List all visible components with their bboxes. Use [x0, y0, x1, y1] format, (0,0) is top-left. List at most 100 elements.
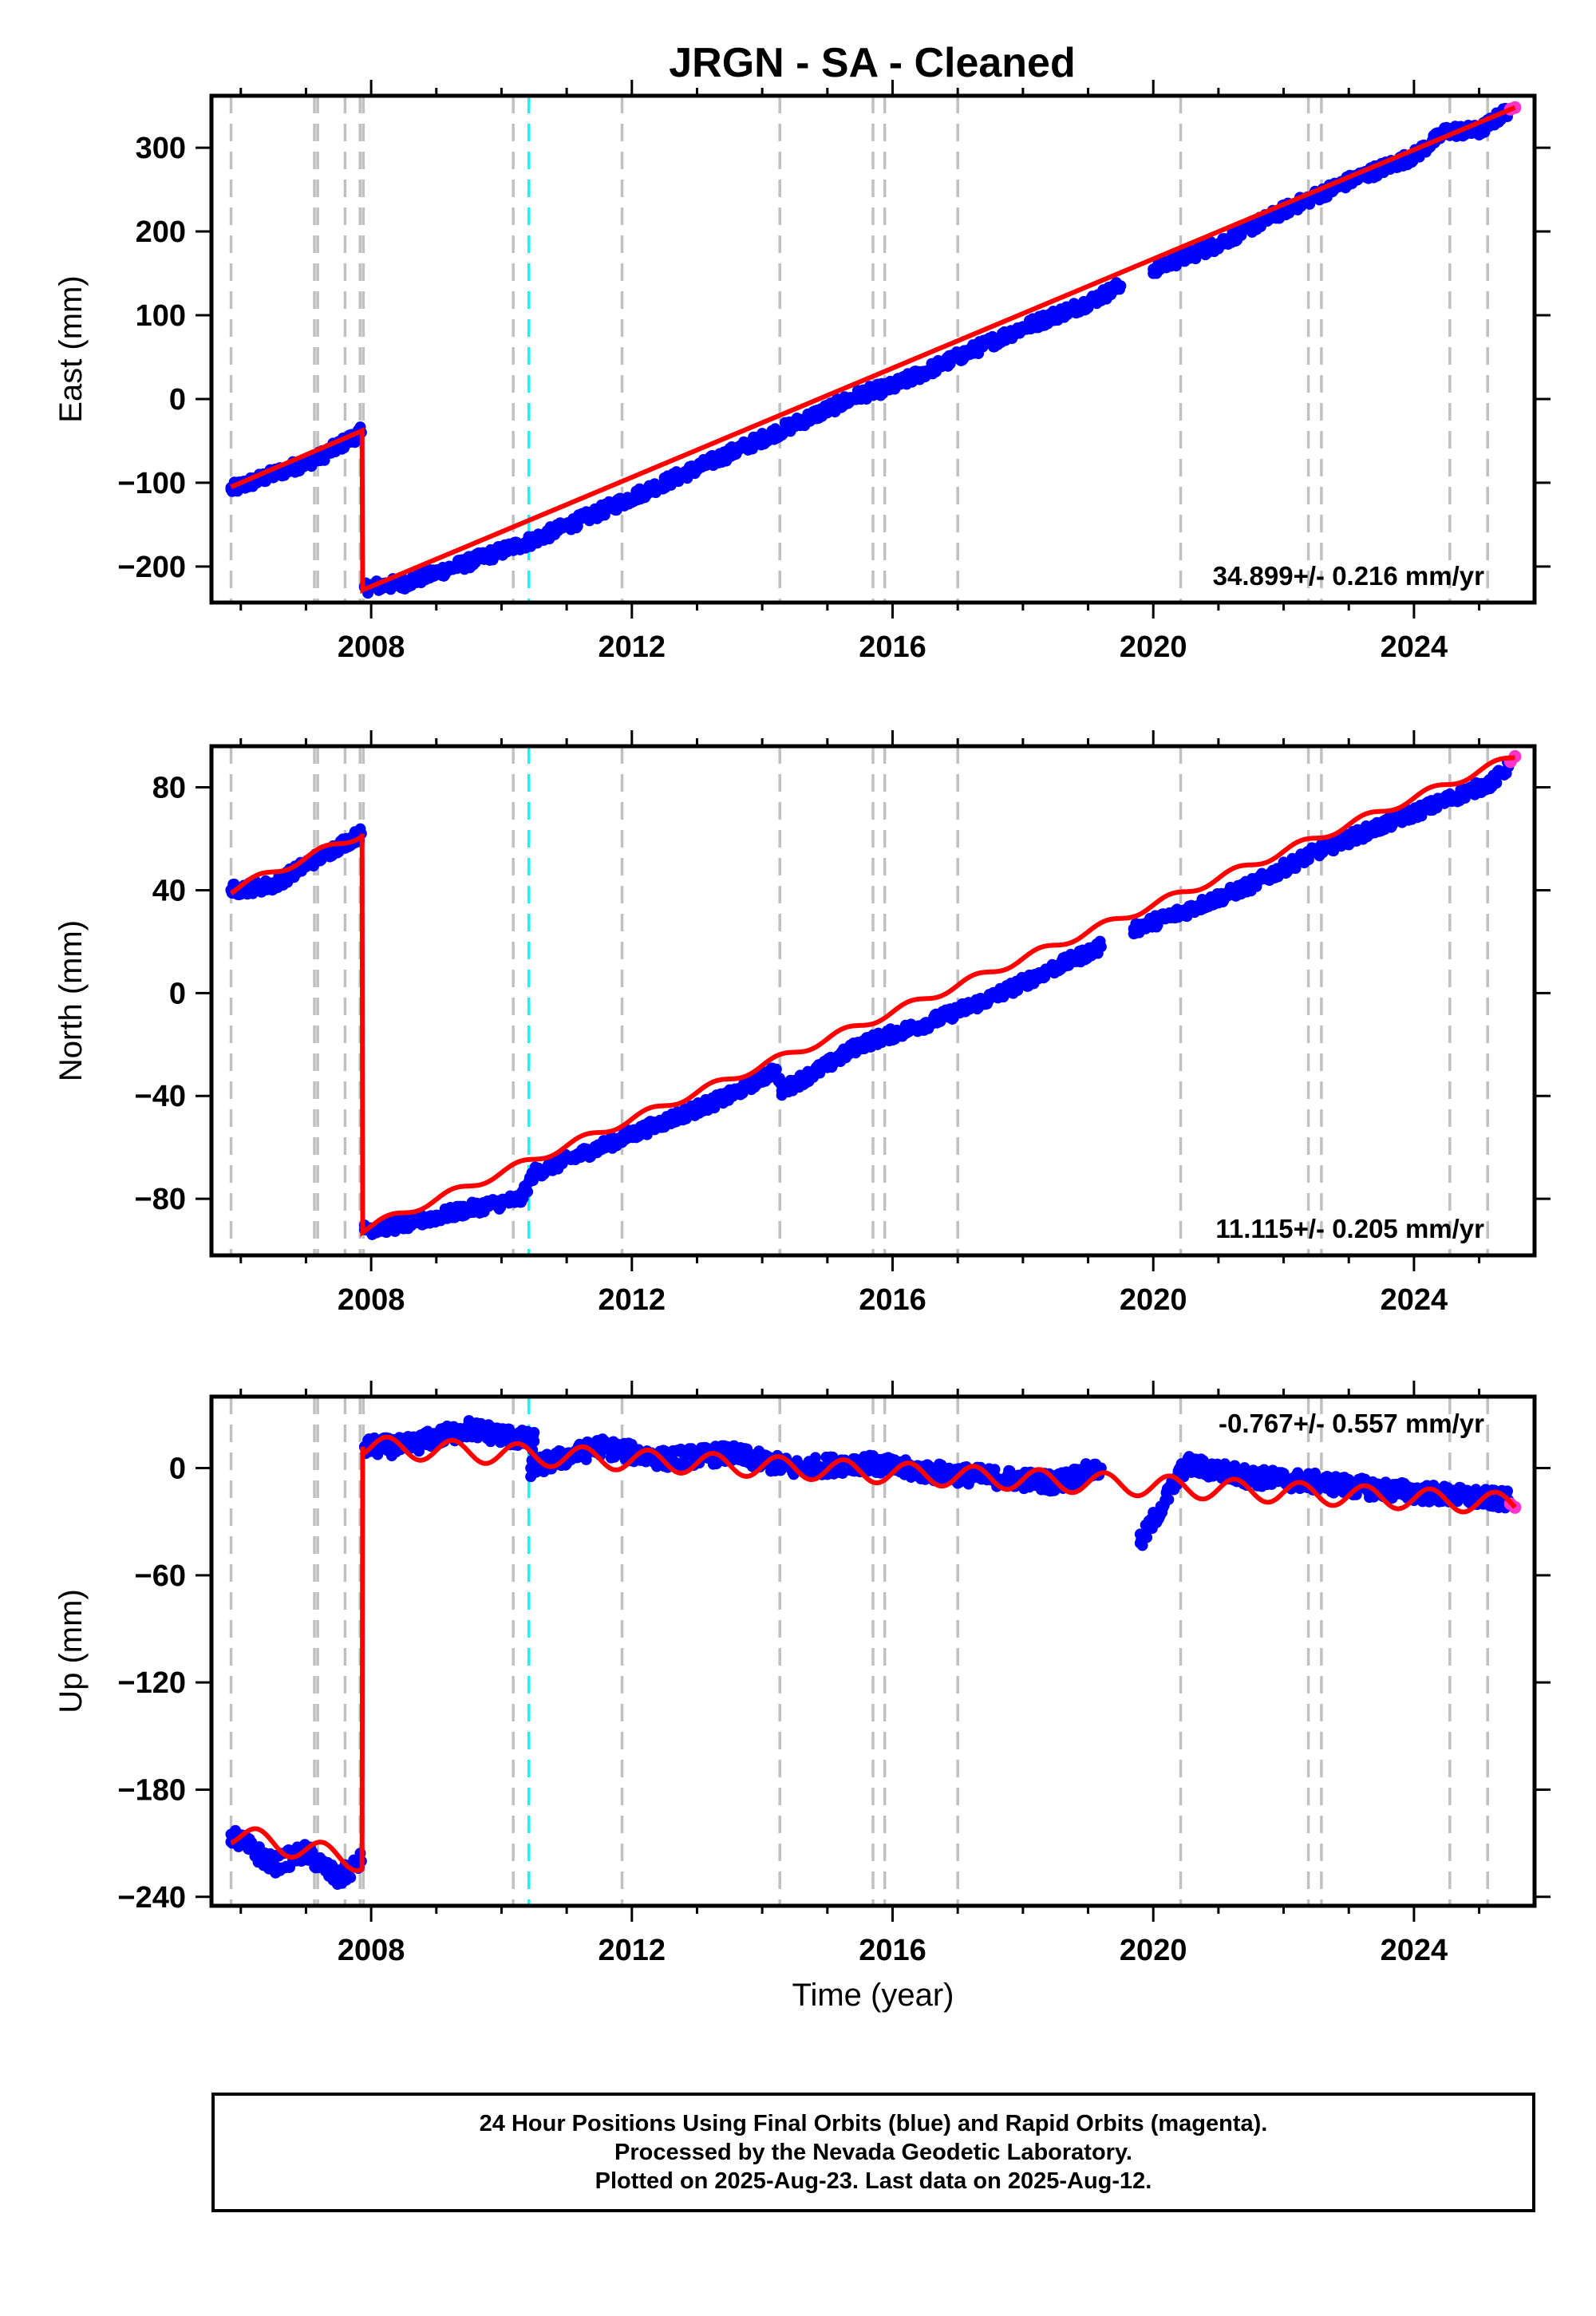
up-plot-area	[225, 1415, 1522, 1890]
footer-line-orbits: 24 Hour Positions Using Final Orbits (bl…	[479, 2111, 1268, 2136]
final-orbit-point	[528, 1426, 540, 1438]
y-tick-label: 300	[136, 132, 186, 165]
north-plot-area	[225, 749, 1522, 1240]
x-tick-label: 2012	[598, 1934, 666, 1967]
y-tick-label: −120	[117, 1666, 186, 1700]
x-tick-label: 2024	[1381, 630, 1448, 664]
final-orbit-point	[1049, 962, 1061, 974]
final-orbit-point	[919, 1018, 931, 1030]
final-orbit-point	[522, 1186, 534, 1198]
final-orbit-point	[658, 1116, 670, 1128]
final-orbit-point	[887, 381, 899, 393]
final-orbit-point	[1245, 1471, 1257, 1483]
final-orbit-point	[1310, 1476, 1322, 1488]
x-tick-label: 2016	[859, 1283, 926, 1317]
x-tick-label: 2016	[859, 1934, 926, 1967]
final-orbit-point	[225, 1828, 237, 1840]
up-rate-label: -0.767+/- 0.557 mm/yr	[1219, 1409, 1484, 1438]
y-tick-label: −240	[117, 1881, 186, 1915]
final-orbit-point	[1440, 794, 1452, 806]
x-axis-label: Time (year)	[792, 1978, 954, 2013]
y-tick-label: −200	[117, 551, 186, 584]
y-tick-label: 80	[152, 772, 186, 805]
final-orbit-point	[809, 1452, 821, 1464]
footer-note-box: 24 Hour Positions Using Final Orbits (bl…	[211, 2093, 1535, 2212]
x-tick-label: 2024	[1381, 1934, 1448, 1967]
final-orbit-point	[1163, 1493, 1175, 1505]
final-orbit-point	[463, 1423, 475, 1435]
final-orbit-point	[658, 476, 670, 488]
x-tick-label: 2016	[859, 630, 926, 664]
final-orbit-point	[1082, 297, 1094, 309]
east-axis-label: East (mm)	[53, 275, 89, 422]
y-tick-label: −40	[135, 1080, 186, 1113]
final-orbit-point	[463, 556, 475, 568]
final-orbit-point	[397, 1219, 409, 1231]
east-rate-label: 34.899+/- 0.216 mm/yr	[1213, 561, 1484, 591]
final-orbit-point	[1128, 923, 1140, 935]
y-tick-label: 0	[169, 383, 186, 417]
final-orbit-point	[593, 506, 605, 518]
up-frame	[209, 1394, 1537, 1908]
x-tick-label: 2024	[1381, 1283, 1448, 1317]
model-fit-line	[229, 755, 1515, 1238]
y-tick-label: −100	[117, 467, 186, 500]
x-tick-label: 2020	[1120, 630, 1187, 664]
north-rate-label: 11.115+/- 0.205 mm/yr	[1215, 1214, 1484, 1243]
final-orbit-point	[1310, 846, 1322, 858]
final-orbit-point	[1017, 322, 1029, 334]
east-plot-area	[225, 101, 1522, 599]
x-tick-label: 2020	[1120, 1934, 1187, 1967]
final-orbit-point	[1473, 125, 1485, 137]
final-orbit-point	[985, 992, 997, 1004]
final-orbit-point	[1115, 280, 1127, 292]
up-panel: 2008 2012 2016 2020 2024 0 −60 −120 −180 −240 Up (…	[53, 1381, 1551, 2013]
y-tick-label: 0	[169, 977, 186, 1010]
final-orbit-point	[854, 389, 866, 401]
north-frame	[209, 744, 1537, 1258]
final-orbit-point	[776, 1085, 788, 1097]
final-orbit-point	[528, 1167, 540, 1179]
final-orbit-point	[313, 452, 325, 464]
y-tick-label: −80	[135, 1183, 186, 1216]
final-orbit-point	[267, 879, 279, 891]
final-orbit-point	[345, 1871, 357, 1883]
x-tick-label: 2008	[338, 1283, 405, 1317]
x-tick-label: 2012	[598, 630, 666, 664]
final-orbit-point	[724, 1448, 736, 1460]
north-panel: 2008 2012 2016 2020 2024 80 40 0 −40 −80 North (mm…	[53, 730, 1551, 1317]
final-orbit-point	[724, 1090, 736, 1102]
up-axis-label: Up (mm)	[53, 1589, 89, 1713]
y-tick-label: −180	[117, 1773, 186, 1807]
east-panel: 2008 2012 2016 2020 2024 300 200 100 0 −100 −200 Ea…	[53, 80, 1551, 664]
final-orbit-point	[1212, 238, 1224, 250]
x-tick-label: 2008	[338, 630, 405, 664]
final-orbit-point	[854, 1038, 866, 1050]
model-fit-line	[230, 105, 1516, 595]
north-axis-label: North (mm)	[53, 920, 89, 1081]
x-tick-label: 2020	[1120, 1283, 1187, 1317]
footer-line-processed: Processed by the Nevada Geodetic Laborat…	[614, 2140, 1132, 2165]
final-orbit-point	[1180, 1459, 1192, 1471]
final-orbit-point	[525, 1462, 537, 1474]
final-orbit-point	[515, 1193, 527, 1205]
final-orbit-point	[333, 1873, 345, 1885]
final-orbit-point	[593, 1141, 605, 1153]
x-tick-label: 2008	[338, 1934, 405, 1967]
final-orbit-point	[1180, 905, 1192, 917]
final-orbit-point	[1134, 1537, 1146, 1549]
y-tick-label: 100	[136, 299, 186, 333]
final-orbit-point	[1376, 820, 1388, 832]
east-frame	[209, 93, 1537, 605]
final-orbit-point	[1148, 263, 1159, 275]
final-orbit-point	[528, 1435, 540, 1447]
y-tick-label: 200	[136, 215, 186, 249]
final-orbit-point	[593, 1441, 605, 1452]
final-orbit-point	[952, 351, 964, 363]
final-orbit-point	[1245, 879, 1257, 891]
x-tick-label: 2012	[598, 1283, 666, 1317]
final-orbit-point	[528, 534, 540, 546]
final-orbit-point	[397, 577, 409, 589]
figure-title: JRGN - SA - Cleaned	[669, 40, 1076, 86]
final-orbit-point	[821, 1059, 833, 1071]
